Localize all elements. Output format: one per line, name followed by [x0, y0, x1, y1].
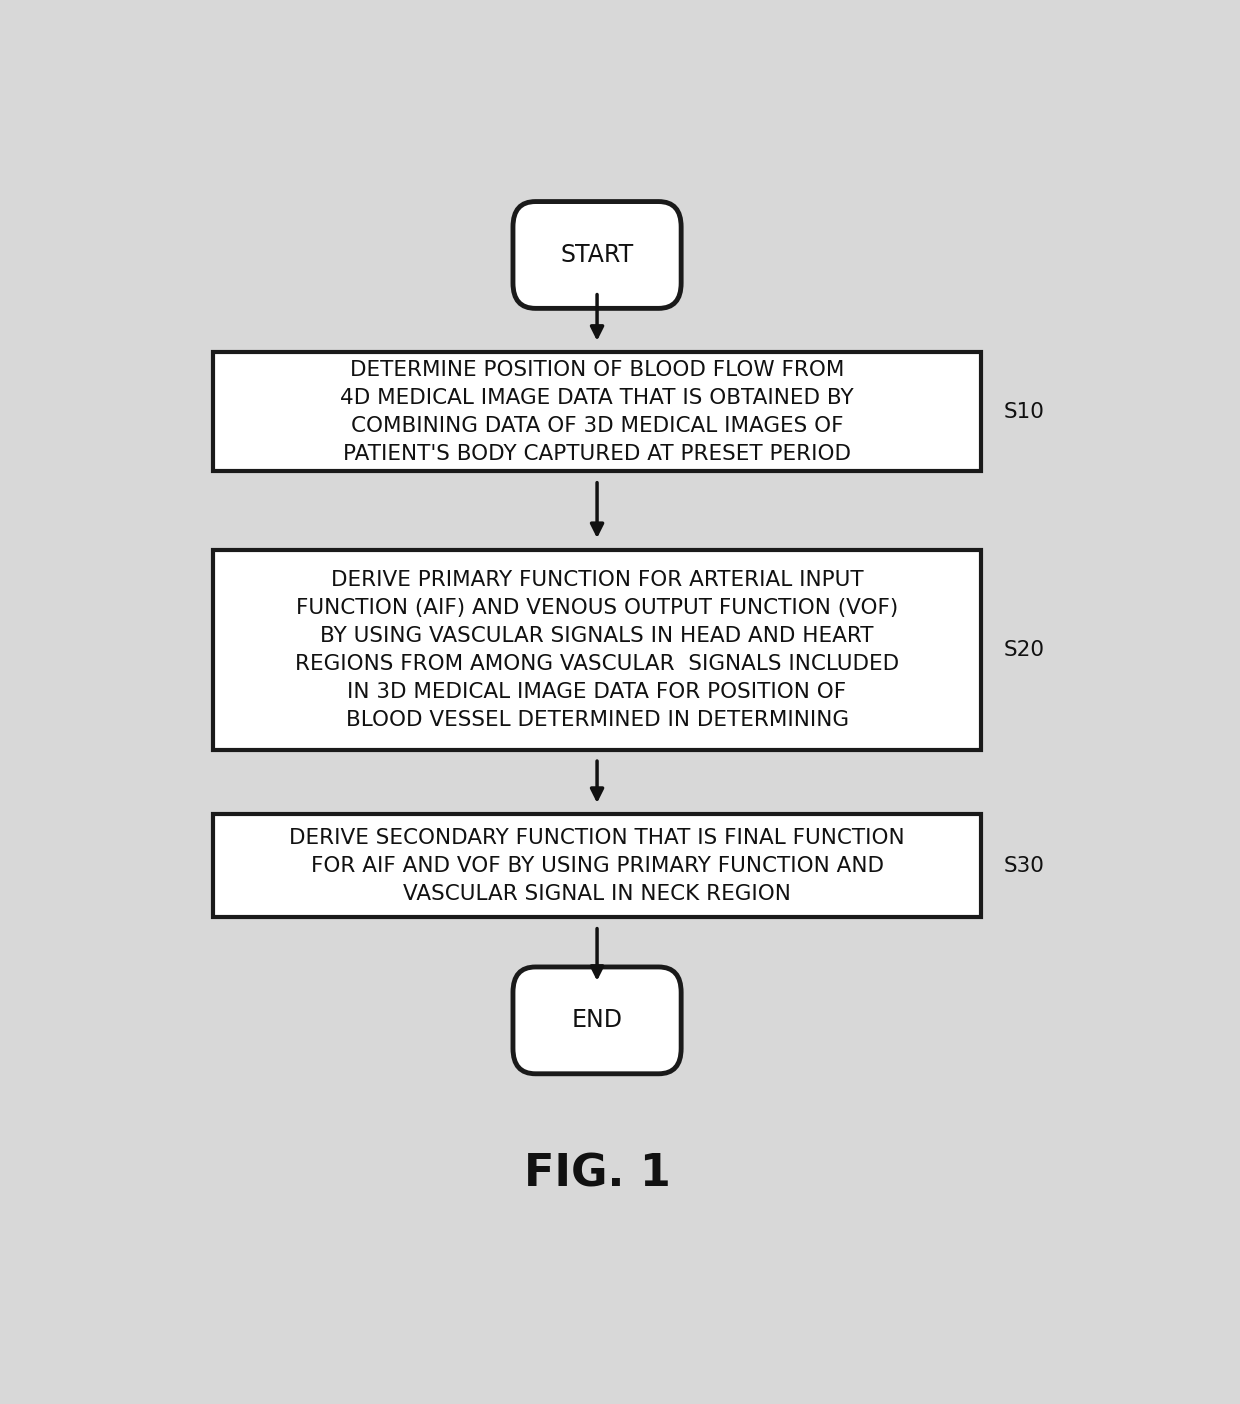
Bar	[213, 352, 982, 472]
Text: DETERMINE POSITION OF BLOOD FLOW FROM
4D MEDICAL IMAGE DATA THAT IS OBTAINED BY
: DETERMINE POSITION OF BLOOD FLOW FROM 4D…	[340, 359, 854, 463]
FancyBboxPatch shape	[513, 967, 681, 1074]
Text: END: END	[572, 1008, 622, 1032]
Text: S10: S10	[1003, 402, 1044, 421]
FancyBboxPatch shape	[513, 202, 681, 309]
Text: DERIVE PRIMARY FUNCTION FOR ARTERIAL INPUT
FUNCTION (AIF) AND VENOUS OUTPUT FUNC: DERIVE PRIMARY FUNCTION FOR ARTERIAL INP…	[295, 570, 899, 730]
Text: FIG. 1: FIG. 1	[523, 1153, 671, 1195]
Text: S20: S20	[1003, 640, 1044, 660]
Text: DERIVE SECONDARY FUNCTION THAT IS FINAL FUNCTION
FOR AIF AND VOF BY USING PRIMAR: DERIVE SECONDARY FUNCTION THAT IS FINAL …	[289, 828, 905, 904]
Text: START: START	[560, 243, 634, 267]
Text: S30: S30	[1003, 856, 1044, 876]
Bar	[213, 549, 982, 750]
Bar	[213, 814, 982, 917]
